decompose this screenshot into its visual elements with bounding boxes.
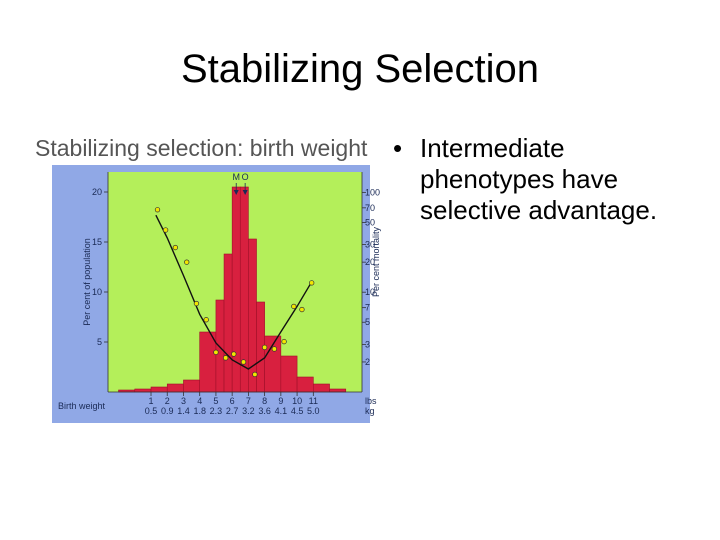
mortality-point <box>271 346 278 352</box>
bullet: Intermediate phenotypes have selective a… <box>393 133 690 226</box>
x-axis-label: Birth weight <box>58 401 106 411</box>
mortality-point <box>252 371 258 378</box>
kg-tick-label: 5.0 <box>307 406 320 416</box>
mortality-point <box>154 207 161 213</box>
kg-tick-label: 3.6 <box>258 406 271 416</box>
y2-tick-label: 20 <box>365 257 375 267</box>
mortality-point <box>309 280 315 286</box>
y2-tick-label: 3 <box>365 339 370 349</box>
histogram-bar <box>150 386 168 393</box>
mortality-point <box>231 351 237 357</box>
x-tick-label: 7 <box>246 396 251 406</box>
y-axis-label: Per cent of population <box>82 238 92 326</box>
annotation-arrowhead <box>233 190 239 195</box>
mortality-point <box>223 355 229 361</box>
y2-tick-label: 5 <box>365 317 370 327</box>
kg-tick-label: 0.5 <box>145 406 158 416</box>
kg-tick-label: 1.4 <box>177 406 190 416</box>
histogram-bar <box>296 376 314 393</box>
y2-tick-label: 10 <box>365 287 375 297</box>
histogram-bar <box>134 388 152 393</box>
mortality-point <box>261 344 268 351</box>
y2-tick-label: 30 <box>365 240 375 250</box>
y2-tick-label: 100 <box>365 187 380 197</box>
x-tick-label: 9 <box>278 396 283 406</box>
x-tick-label: 5 <box>213 396 218 406</box>
y-tick-label: 15 <box>92 237 102 247</box>
mortality-point <box>299 306 305 313</box>
kg-tick-label: 1.8 <box>193 406 206 416</box>
x-tick-label: 1 <box>149 396 154 406</box>
mortality-point <box>291 303 297 310</box>
mortality-point <box>193 300 200 307</box>
y2-tick-label: 2 <box>365 357 370 367</box>
figure-caption: Stabilizing selection: birth weight <box>35 135 368 161</box>
mortality-point <box>240 359 247 365</box>
x-tick-label: 6 <box>230 396 235 406</box>
histogram-bar <box>313 383 330 393</box>
kg-tick-label: 3.2 <box>242 406 255 416</box>
x-tick-label: 4 <box>197 396 202 406</box>
kg-tick-label: 4.1 <box>275 406 288 416</box>
x-tick-label: 2 <box>165 396 170 406</box>
x-tick-label: 11 <box>309 396 318 406</box>
x-tick-label: 8 <box>262 396 267 406</box>
bullet-list: Intermediate phenotypes have selective a… <box>393 133 690 226</box>
mortality-curve <box>155 214 313 370</box>
histogram-bar <box>248 238 257 393</box>
kg-tick-label: 2.7 <box>226 406 239 416</box>
y2-tick-label: 50 <box>365 217 375 227</box>
kg-tick-label: 2.3 <box>210 406 223 416</box>
histogram-bar <box>183 379 200 393</box>
y-tick-label: 5 <box>97 337 102 347</box>
histogram-bar <box>199 331 217 393</box>
mortality-point <box>172 244 179 251</box>
kg-tick-label: 0.9 <box>161 406 174 416</box>
y2-tick-label: 7 <box>365 303 370 313</box>
kg-tick-label: 4.5 <box>291 406 304 416</box>
annotation: M <box>232 172 240 182</box>
x-tick-label: 3 <box>181 396 186 406</box>
mortality-point <box>213 349 219 355</box>
mortality-point <box>281 338 287 345</box>
y-tick-label: 20 <box>92 187 102 197</box>
annotation: O <box>242 172 249 182</box>
mortality-point <box>162 227 169 233</box>
histogram-bar <box>215 299 225 393</box>
histogram-bar <box>223 253 233 393</box>
y2-axis-label: Per cent mortality <box>371 226 381 297</box>
histogram-bar <box>166 383 184 393</box>
slide-title: Stabilizing Selection <box>181 47 539 91</box>
kg-unit: kg <box>365 406 375 416</box>
x-unit: lbs <box>365 396 377 406</box>
mortality-point <box>184 259 190 265</box>
y2-tick-label: 70 <box>365 203 375 213</box>
y-tick-label: 10 <box>92 287 102 297</box>
mortality-point <box>203 317 209 323</box>
histogram-bar <box>280 355 298 393</box>
histogram-bar <box>329 388 347 393</box>
x-tick-label: 10 <box>292 396 302 406</box>
annotation-arrowhead <box>242 190 248 195</box>
